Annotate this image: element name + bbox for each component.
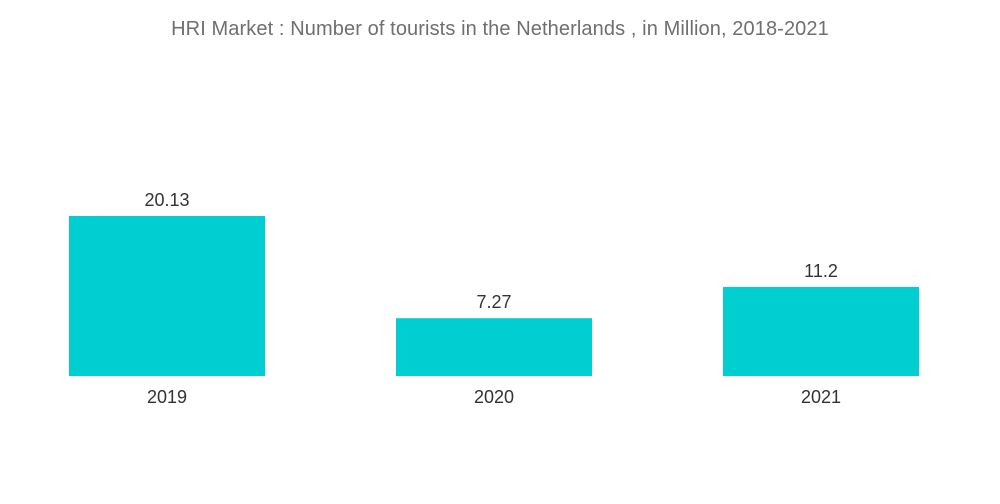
data-labels-group: 20.13 7.27 11.2 (144, 190, 837, 312)
bars-group (69, 215, 919, 376)
bar-2019 (69, 215, 265, 376)
bar-2020 (396, 318, 592, 376)
data-label-2020: 7.27 (476, 292, 511, 312)
chart-title: HRI Market : Number of tourists in the N… (171, 18, 829, 40)
x-tick-label-2019: 2019 (147, 387, 187, 407)
x-tick-labels-group: 2019 2020 2021 (147, 387, 841, 407)
x-tick-label-2020: 2020 (474, 387, 514, 407)
data-label-2021: 11.2 (804, 261, 838, 281)
x-tick-label-2021: 2021 (801, 387, 841, 407)
bar-2021 (723, 286, 919, 376)
data-label-2019: 20.13 (144, 190, 189, 210)
